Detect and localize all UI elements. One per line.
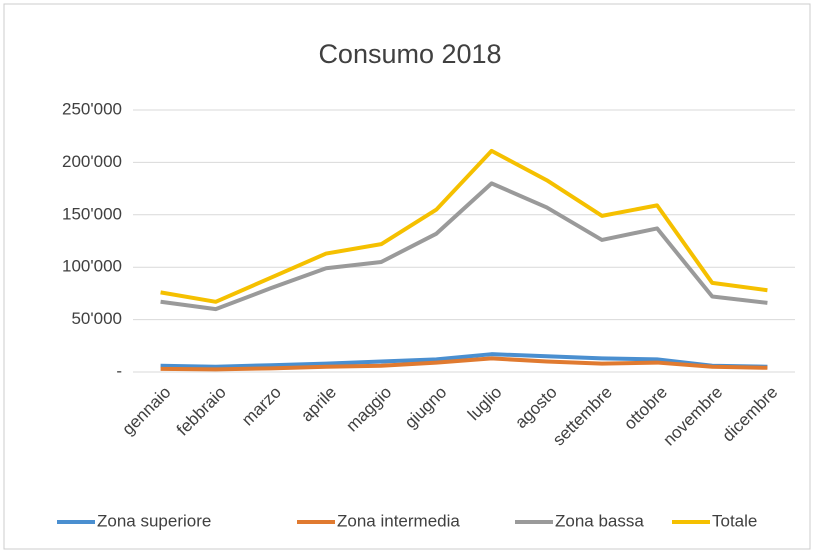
chart-title: Consumo 2018 bbox=[318, 39, 501, 69]
series-line bbox=[160, 352, 768, 369]
y-tick-label: - bbox=[116, 361, 122, 380]
series-line bbox=[160, 181, 768, 312]
legend-label: Totale bbox=[712, 511, 757, 530]
chart-border bbox=[3, 3, 811, 550]
legend-label: Zona intermedia bbox=[337, 511, 460, 530]
legend-label: Zona superiore bbox=[97, 511, 211, 530]
legend-label: Zona bassa bbox=[555, 511, 644, 530]
y-tick-label: 250'000 bbox=[62, 99, 122, 118]
y-tick-label: 200'000 bbox=[62, 152, 122, 171]
y-tick-label: 50'000 bbox=[71, 309, 122, 328]
series-line bbox=[160, 148, 768, 304]
series-line bbox=[160, 356, 768, 372]
y-tick-label: 100'000 bbox=[62, 257, 122, 276]
y-tick-label: 150'000 bbox=[62, 204, 122, 223]
